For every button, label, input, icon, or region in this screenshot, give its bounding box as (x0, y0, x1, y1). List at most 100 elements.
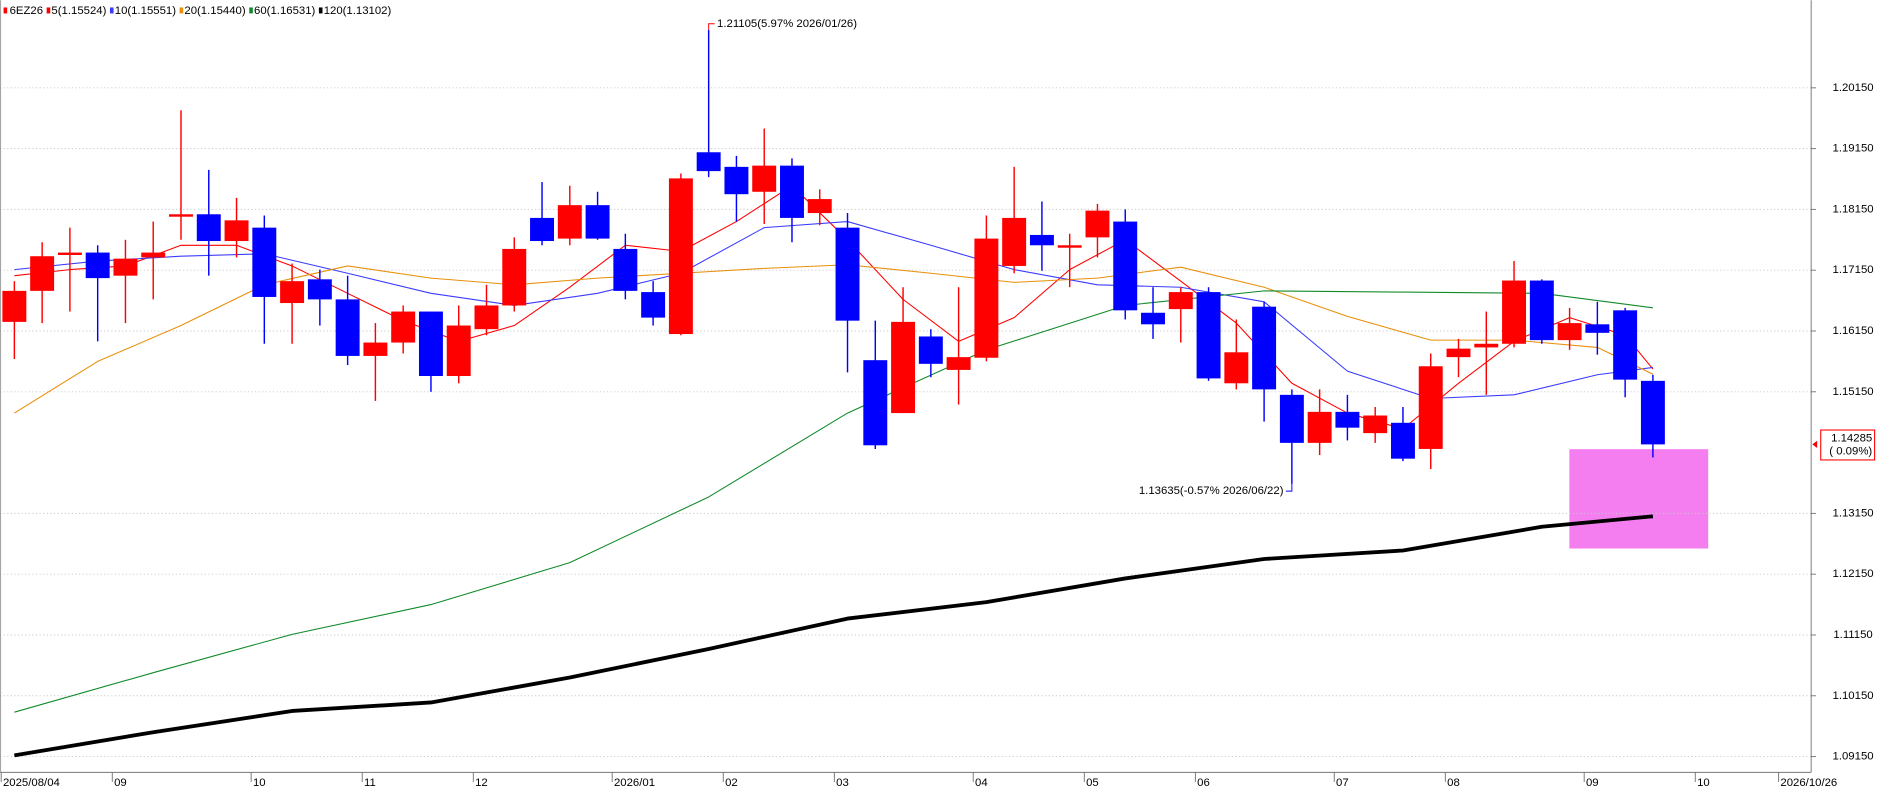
x-tick-label: 10 (1697, 777, 1710, 789)
candle-body (1113, 221, 1138, 311)
y-tick-label: 1.09150 (1833, 751, 1874, 763)
y-tick-label: 1.15150 (1833, 386, 1874, 398)
candle-body (57, 252, 82, 256)
candle-body (752, 165, 777, 192)
candle-body (1474, 343, 1499, 348)
low-annotation: 1.13635(-0.57% 2026/06/22) (1139, 485, 1284, 497)
price-box (1820, 429, 1876, 461)
legend-marker (179, 7, 184, 14)
y-tick-label: 1.12150 (1833, 568, 1874, 580)
candle-body (1168, 292, 1193, 310)
candle-body (474, 305, 499, 330)
legend-marker (109, 7, 114, 14)
legend-marker (249, 7, 253, 14)
candle-body (280, 281, 305, 304)
x-tick-label: 10 (253, 777, 266, 789)
candle-body (335, 299, 360, 356)
x-tick-label: 2025/08/04 (3, 777, 60, 789)
candle-body (1335, 411, 1360, 428)
high-annotation: 1.21105(5.97% 2026/01/26) (717, 18, 857, 30)
x-tick-label: 09 (114, 777, 127, 789)
y-tick-label: 1.17150 (1833, 264, 1874, 276)
legend-symbol: 6EZ26 (10, 5, 43, 17)
candle-body (1557, 323, 1582, 341)
legend-marker (46, 7, 51, 14)
candle-body (613, 248, 638, 291)
legend-entry: 20(1.15440) (184, 5, 245, 17)
candle-body (835, 227, 860, 321)
candle-body (1585, 324, 1610, 333)
x-tick-label: 02 (725, 777, 738, 789)
x-tick-label: 12 (475, 777, 488, 789)
x-tick-label: 07 (1336, 777, 1349, 789)
y-tick-label: 1.16150 (1833, 325, 1874, 337)
overlay: 1.09150 1.10150 1.11150 1.12150 1.13150 1.151… (0, 5, 1876, 789)
candle-body (307, 279, 332, 300)
candle-body (557, 205, 582, 239)
y-tick-label: 1.13150 (1833, 507, 1874, 519)
legend-marker (3, 7, 8, 14)
candle-body (1029, 234, 1054, 246)
x-tick-label: 05 (1086, 777, 1099, 789)
low-connector (1285, 483, 1293, 492)
price-change: ( 0.09%) (1829, 446, 1872, 458)
candle-body (2, 290, 27, 322)
candle-body (974, 238, 999, 358)
candle-body (1418, 366, 1443, 449)
candle-body (1141, 312, 1165, 325)
legend-entry: 60(1.16531) (254, 5, 315, 17)
candle-body (418, 311, 443, 376)
y-tick-label: 1.20150 (1833, 82, 1874, 94)
x-tick-label: 06 (1197, 777, 1210, 789)
candle-body (391, 311, 416, 343)
x-tick-label: 03 (836, 777, 849, 789)
x-tick-label: 08 (1447, 777, 1460, 789)
candle-body (446, 325, 471, 376)
y-tick-label: 1.18150 (1833, 203, 1874, 215)
y-tick-label: 1.10150 (1833, 690, 1874, 702)
candle-body (502, 248, 527, 306)
candle-body (585, 205, 610, 239)
x-tick-label: 2026/10/26 (1780, 777, 1837, 789)
candle-body (891, 321, 916, 414)
candle-body (1640, 380, 1665, 445)
ma-line (14, 514, 1654, 758)
price-pointer (1812, 440, 1818, 448)
candle-body (1390, 422, 1415, 459)
last-price: 1.14285 (1831, 432, 1872, 444)
candle-body (807, 199, 832, 214)
candle-body (1279, 394, 1304, 443)
candle-body (1224, 352, 1249, 384)
legend-entry: 5(1.15524) (51, 5, 106, 17)
candle-body (113, 258, 138, 276)
highlight-box (1569, 449, 1709, 549)
candle-body (863, 360, 888, 446)
candle-body (530, 217, 555, 242)
marks (2, 29, 1665, 758)
y-tick-label: 1.19150 (1833, 143, 1874, 155)
candle-body (696, 152, 721, 172)
candle-body (1252, 306, 1277, 390)
legend-entry: 10(1.15551) (115, 5, 176, 17)
candle-body (363, 342, 388, 356)
x-tick-label: 09 (1586, 777, 1599, 789)
x-tick-label: 11 (364, 777, 376, 789)
candle-body (724, 166, 749, 195)
high-connector (708, 23, 715, 30)
candle-body (1002, 217, 1027, 266)
candle-body (1363, 415, 1388, 434)
candle-body (1502, 280, 1527, 344)
legend-entry: 120(1.13102) (324, 5, 392, 17)
x-tick-label: 2026/01 (614, 777, 655, 789)
candle-body (1529, 280, 1554, 341)
ma-line (14, 290, 1653, 713)
candle-body (30, 256, 55, 291)
candle-body (780, 165, 804, 218)
candle-body (946, 357, 971, 370)
candle-body (141, 252, 166, 258)
candle-body (85, 252, 110, 279)
candle-body (641, 292, 666, 318)
x-tick-label: 04 (975, 777, 988, 789)
